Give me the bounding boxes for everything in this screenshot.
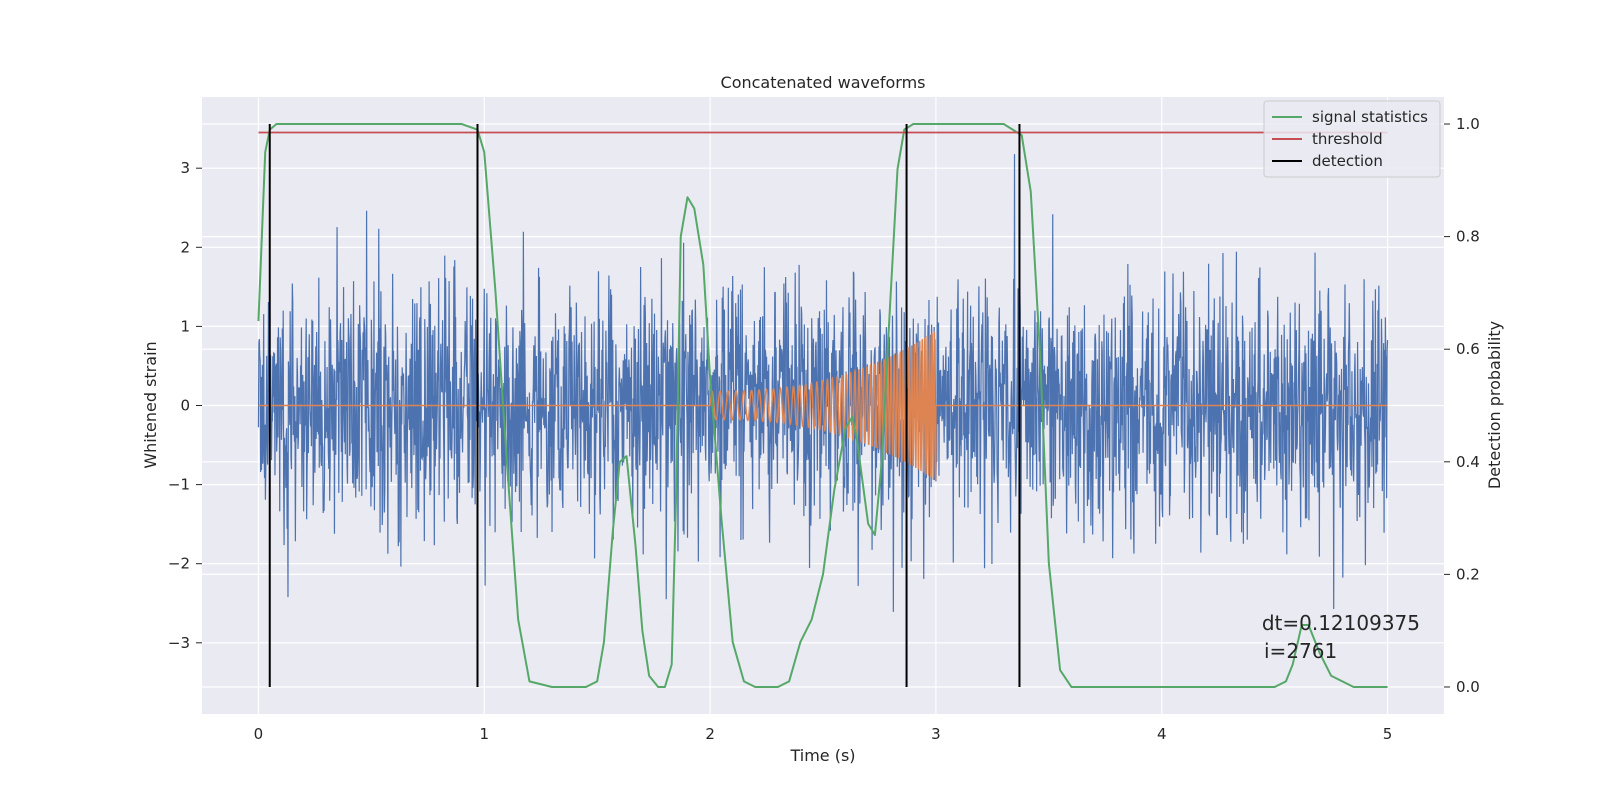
- legend-frame: [1263, 100, 1441, 178]
- y2-axis-ticks: 0.0 0.2 0.4 0.6 0.8 1.0: [1444, 115, 1480, 696]
- legend: signal statistics threshold detection: [1263, 100, 1441, 178]
- y-tick-label: 1: [180, 317, 190, 335]
- template-line: [258, 331, 1388, 481]
- annotation-index: i=2761: [1264, 639, 1337, 663]
- legend-label-detection: detection: [1312, 152, 1383, 170]
- annotation-dt: dt=0.12109375: [1262, 611, 1420, 635]
- y-tick-label: 3: [180, 159, 190, 177]
- y-axis-ticks: −3 −2 −1 0 1 2 3: [168, 159, 202, 652]
- y2-tick-label: 0.2: [1456, 565, 1480, 583]
- x-axis-ticks: 0 1 2 3 4 5: [254, 725, 1393, 743]
- y-axis-label: Whitened strain: [141, 341, 160, 468]
- y-tick-label: −1: [168, 476, 190, 494]
- legend-label-signal-statistics: signal statistics: [1312, 108, 1428, 126]
- y2-tick-label: 0.4: [1456, 453, 1480, 471]
- template-series: [258, 331, 1388, 481]
- y-tick-label: 0: [180, 397, 190, 415]
- y2-axis-label: Detection probability: [1485, 321, 1504, 489]
- y-tick-label: −2: [168, 555, 190, 573]
- y2-tick-label: 0.0: [1456, 678, 1480, 696]
- x-tick-label: 3: [931, 725, 941, 743]
- y-tick-label: 2: [180, 238, 190, 256]
- detection-lines: [268, 124, 1021, 687]
- y-tick-label: −3: [168, 634, 190, 652]
- y2-tick-label: 1.0: [1456, 115, 1480, 133]
- x-axis-label: Time (s): [789, 746, 855, 765]
- x-tick-label: 1: [479, 725, 489, 743]
- x-tick-label: 2: [705, 725, 715, 743]
- x-tick-label: 5: [1383, 725, 1393, 743]
- y2-tick-label: 0.8: [1456, 228, 1480, 246]
- signal-statistics-line: [257, 123, 1388, 688]
- chart-title: Concatenated waveforms: [721, 73, 926, 92]
- x-tick-label: 0: [254, 725, 264, 743]
- legend-label-threshold: threshold: [1312, 130, 1383, 148]
- signal-statistics-series: [257, 123, 1388, 688]
- x-tick-label: 4: [1157, 725, 1167, 743]
- y2-tick-label: 0.6: [1456, 340, 1480, 358]
